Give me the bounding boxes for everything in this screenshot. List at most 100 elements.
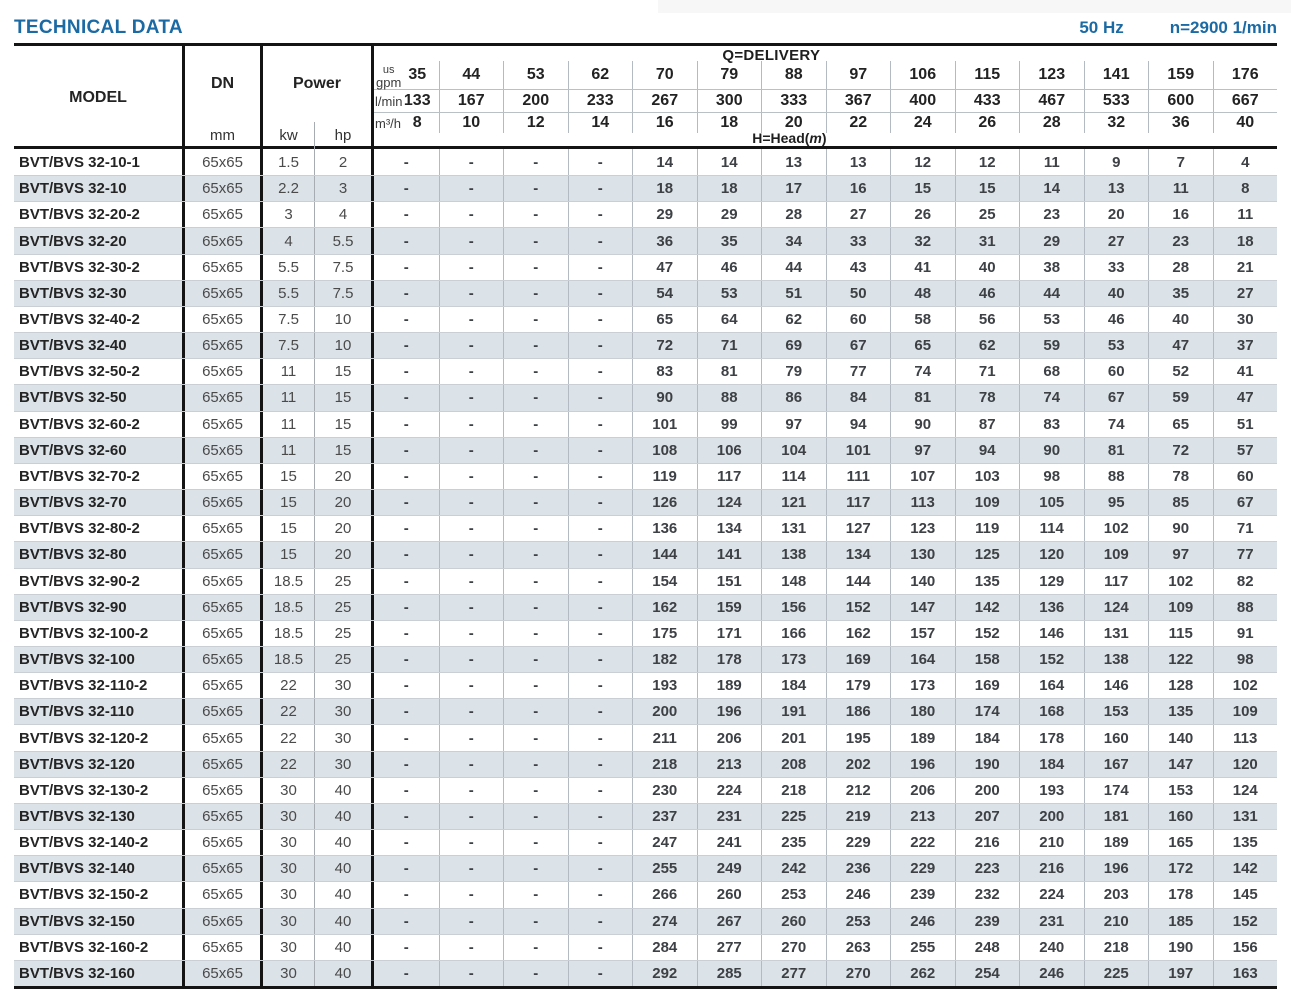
delivery-value: 367 <box>844 92 872 109</box>
delivery-value: 14 <box>591 114 610 131</box>
head-cell: 71 <box>954 359 1020 385</box>
kw-cell: 30 <box>260 856 314 882</box>
head-cell: 284 <box>632 934 697 960</box>
head-cell: 270 <box>825 960 891 986</box>
head-cell: 32 <box>890 228 955 254</box>
head-cell: 136 <box>632 516 697 542</box>
model-column-header: MODEL <box>69 88 127 106</box>
head-cell: 67 <box>1083 385 1149 411</box>
delivery-value: 35 <box>408 66 427 83</box>
dn-cell: 65x65 <box>182 516 260 542</box>
table-row: BVT/BVS 32-50-2 65x65 11 15- - - -83 81 79 77 74 71… <box>14 358 1277 385</box>
model-cell: BVT/BVS 32-60 <box>19 441 127 459</box>
delivery-value: 16 <box>655 114 674 131</box>
power-units: kw hp <box>263 122 371 149</box>
head-cell: 200 <box>1019 803 1084 830</box>
head-cell: 91 <box>1212 620 1278 646</box>
head-cell: - <box>503 385 568 411</box>
head-cell: 151 <box>696 568 762 594</box>
head-values-group: - - - -247 241 235 229 222 216 210 189 165 135 <box>371 830 1277 856</box>
head-cell: 197 <box>1148 960 1213 986</box>
head-cell: - <box>503 620 568 646</box>
table-row: BVT/BVS 32-40-2 65x65 7.5 10- - - -65 64 62 60 58 5… <box>14 305 1277 333</box>
head-values-group: - - - -218 213 208 202 196 190 184 167 147 120 <box>371 751 1277 777</box>
head-cell: 154 <box>632 568 697 594</box>
model-cell: BVT/BVS 32-50-2 <box>19 363 140 381</box>
delivery-value: 32 <box>1107 114 1126 131</box>
head-cell: 54 <box>632 280 697 306</box>
head-cell: 120 <box>1019 542 1084 568</box>
head-cell: 160 <box>1148 803 1213 830</box>
model-cell: BVT/BVS 32-160-2 <box>19 938 149 956</box>
dn-cell: 65x65 <box>182 882 260 908</box>
head-cell: 102 <box>1083 516 1149 542</box>
head-cell: 240 <box>1019 934 1084 960</box>
dn-cell: 65x65 <box>182 333 260 359</box>
us-label: us <box>382 64 395 76</box>
head-cell: 216 <box>954 830 1020 856</box>
head-cell: 81 <box>890 385 955 411</box>
head-cell: 90 <box>1148 516 1213 542</box>
head-cell: - <box>438 359 504 385</box>
head-cell: - <box>438 934 504 960</box>
table-row: BVT/BVS 32-70 65x65 15 20- - - -126 124 121 117 11… <box>14 489 1277 516</box>
head-cell: 68 <box>1019 359 1084 385</box>
delivery-us_gpm-cell: 70 <box>632 61 697 89</box>
head-cell: - <box>438 542 504 568</box>
head-values-group: - - - -54 53 51 50 48 46 44 40 35 27 <box>371 280 1277 306</box>
head-cell: 144 <box>632 542 697 568</box>
delivery-value: 22 <box>849 114 868 131</box>
head-cell: - <box>438 490 504 516</box>
delivery-us_gpm-cell: us gpm 35 <box>374 61 439 90</box>
kw-cell: 15 <box>260 542 314 568</box>
head-cell: 90 <box>890 411 955 437</box>
head-cell: - <box>403 232 409 250</box>
head-cell: - <box>438 254 504 280</box>
head-cell: 142 <box>1212 856 1278 882</box>
head-cell: 184 <box>954 725 1020 751</box>
kw-cell: 22 <box>260 673 314 699</box>
model-cell: BVT/BVS 32-60-2 <box>19 415 140 433</box>
delivery-l_min-cell: 367 <box>825 90 891 112</box>
head-cell: - <box>503 699 568 725</box>
page-header: TECHNICAL DATA 50 Hz n=2900 1/min <box>14 14 1277 42</box>
head-cell: 171 <box>696 620 762 646</box>
table-row: BVT/BVS 32-130 65x65 30 40- - - -237 231 225 219 2… <box>14 802 1277 830</box>
head-cell: 4 <box>1212 149 1278 176</box>
delivery-value: 433 <box>973 92 1001 109</box>
delivery-l_min-cell: 333 <box>761 90 826 112</box>
l_min-unit-label: l/min <box>375 93 403 109</box>
model-cell: BVT/BVS 32-120-2 <box>19 729 149 747</box>
head-cell: 65 <box>890 333 955 359</box>
head-cell: 78 <box>1148 463 1213 490</box>
head-cell: - <box>567 542 633 568</box>
head-cell: 200 <box>954 777 1020 803</box>
speed-label: n=2900 1/min <box>1169 18 1277 37</box>
delivery-m3_h-cell: 18 <box>696 113 762 133</box>
dn-cell: 65x65 <box>182 176 260 202</box>
delivery-value: 10 <box>462 114 481 131</box>
dn-cell: 65x65 <box>182 228 260 254</box>
head-cell: - <box>403 755 409 773</box>
delivery-value: 70 <box>655 66 674 83</box>
l-min-row: l/min 133 167 200 233 267 300 333 367 400 433 467 53… <box>374 89 1277 112</box>
head-unit-row: H=Head(m) <box>374 130 1277 149</box>
table-header: MODEL DN mm Power kw hp Q=DELIVERY us gpm… <box>14 46 1277 149</box>
dn-cell: 65x65 <box>182 960 260 986</box>
head-cell: 167 <box>1083 751 1149 777</box>
head-cell: 74 <box>1019 385 1084 411</box>
table-row: BVT/BVS 32-110 65x65 22 30- - - -200 196 191 186 1… <box>14 698 1277 725</box>
delivery-us_gpm-cell: 159 <box>1148 61 1213 89</box>
head-cell: 47 <box>1148 333 1213 359</box>
head-cell: 117 <box>696 463 762 490</box>
hp-cell: 10 <box>314 333 371 359</box>
head-cell: - <box>503 908 568 934</box>
head-cell: 190 <box>1148 934 1213 960</box>
model-cell: BVT/BVS 32-140 <box>19 860 135 878</box>
head-cell: - <box>438 620 504 646</box>
model-cell: BVT/BVS 32-80-2 <box>19 520 140 538</box>
head-cell: - <box>403 860 409 878</box>
head-cell: 189 <box>696 673 762 699</box>
delivery-value: 267 <box>651 92 679 109</box>
us-gpm-row: us gpm 35 44 53 62 70 79 88 97 106 115 123 141 159 176 <box>374 61 1277 89</box>
